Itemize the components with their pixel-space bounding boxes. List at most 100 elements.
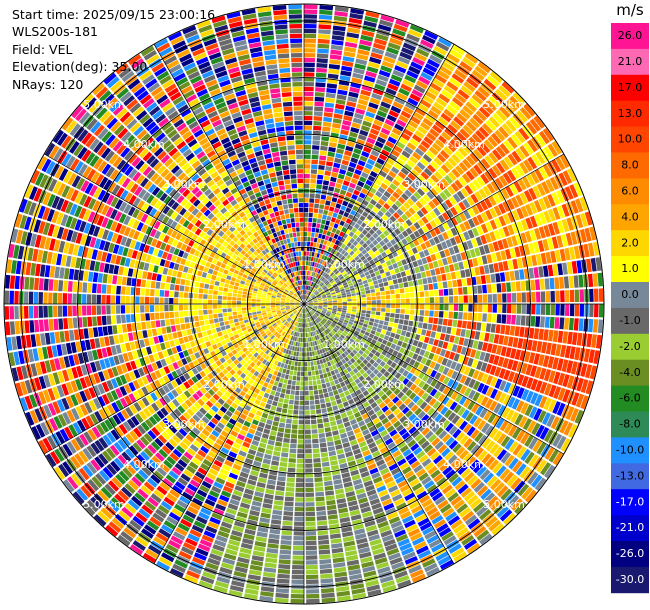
velocity-bin [404,314,410,320]
velocity-bin [455,328,462,336]
velocity-bin [329,242,335,248]
velocity-bin [368,259,375,265]
velocity-bin [394,255,401,262]
velocity-bin [366,256,373,262]
velocity-bin [276,407,282,413]
velocity-bin [345,207,352,214]
velocity-bin [141,386,149,396]
velocity-bin [272,421,279,427]
velocity-bin [368,333,375,339]
velocity-bin [379,19,393,28]
velocity-bin [463,471,475,483]
velocity-bin [313,257,316,262]
velocity-bin [464,268,471,278]
velocity-bin [192,414,201,423]
velocity-bin [420,357,428,365]
velocity-bin [321,456,329,463]
velocity-bin [433,217,442,226]
velocity-bin [70,473,83,487]
velocity-bin [331,197,338,203]
velocity-bin [352,234,358,240]
velocity-bin [250,374,257,381]
velocity-bin [334,108,344,115]
velocity-bin [369,365,376,372]
velocity-bin [259,517,270,524]
velocity-bin [314,101,324,107]
velocity-bin [383,178,391,186]
velocity-bin [425,90,437,101]
velocity-bin [326,311,332,314]
velocity-bin [171,389,179,398]
velocity-bin [333,250,338,256]
velocity-bin [310,310,314,315]
velocity-bin [213,481,224,490]
velocity-bin [310,409,316,415]
velocity-bin [498,261,504,272]
velocity-bin [346,248,352,254]
velocity-bin [580,395,589,410]
velocity-bin [506,282,512,292]
velocity-bin [361,561,374,569]
velocity-bin [515,315,521,326]
velocity-bin [447,319,453,327]
velocity-bin [325,97,335,103]
velocity-bin [306,569,319,575]
velocity-bin [527,156,538,170]
velocity-bin [228,539,241,547]
velocity-bin [384,454,394,463]
velocity-bin [308,304,314,305]
velocity-bin [278,322,283,327]
velocity-bin [265,361,271,367]
velocity-bin [398,367,405,374]
velocity-bin [281,408,288,414]
velocity-bin [234,566,248,574]
velocity-bin [379,225,386,233]
velocity-bin [437,69,450,80]
velocity-bin [457,320,463,328]
velocity-bin [354,223,360,230]
velocity-bin [301,318,303,323]
velocity-bin [380,182,389,190]
velocity-bin [305,318,307,323]
velocity-bin [422,95,434,105]
velocity-bin [246,344,252,350]
velocity-bin [318,29,331,35]
velocity-bin [515,233,523,245]
velocity-bin [386,199,394,207]
velocity-bin [405,331,411,338]
velocity-bin [196,365,203,373]
velocity-bin [373,280,379,285]
velocity-bin [318,549,331,555]
velocity-bin [215,455,225,463]
velocity-bin [294,516,304,522]
velocity-bin [290,594,304,599]
velocity-bin [437,444,448,454]
velocity-bin [453,245,460,254]
velocity-bin [459,374,467,384]
velocity-bin [383,162,393,170]
velocity-bin [375,421,383,429]
velocity-bin [306,261,309,266]
velocity-bin [233,359,240,366]
velocity-bin [209,490,220,498]
velocity-bin [425,113,436,123]
velocity-bin [277,321,282,325]
velocity-bin [348,231,355,238]
velocity-bin [475,202,484,213]
velocity-bin [391,433,401,441]
velocity-bin [245,583,260,591]
velocity-bin [186,465,196,474]
velocity-bin [382,534,394,543]
velocity-bin [430,410,439,420]
velocity-bin [195,423,204,432]
velocity-bin [568,424,578,438]
velocity-bin [514,413,524,426]
velocity-bin [477,285,483,294]
velocity-bin [509,95,522,109]
velocity-bin [499,159,510,171]
velocity-bin [304,391,309,396]
velocity-bin [86,462,98,475]
velocity-bin [381,214,389,222]
velocity-bin [478,294,483,303]
velocity-bin [401,547,414,556]
